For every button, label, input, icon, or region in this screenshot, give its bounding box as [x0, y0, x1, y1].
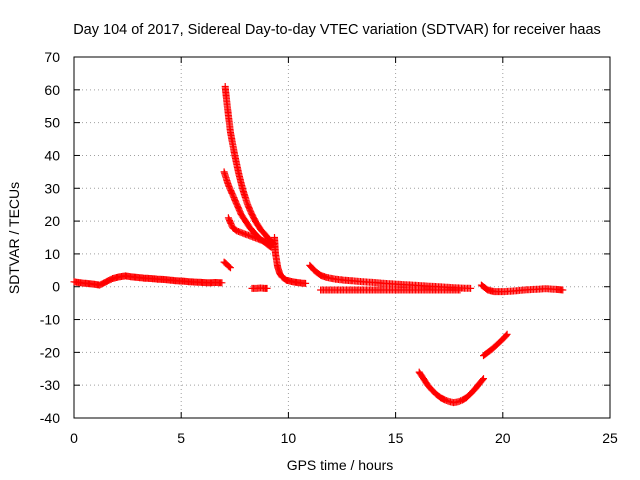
plus-point-marks [317, 286, 464, 294]
series-lower-band-11-18h [317, 286, 464, 294]
y-tick-label: 10 [44, 246, 60, 262]
plus-point-marks [224, 214, 271, 246]
series-u-curve [415, 368, 487, 407]
series-spike-mid [224, 214, 271, 246]
series-dip-8-9h [248, 284, 271, 292]
x-tick-label: 10 [281, 430, 297, 446]
x-axis-label: GPS time / hours [287, 457, 394, 473]
plus-point-marks [415, 368, 487, 407]
y-tick-label: 0 [52, 279, 60, 295]
axes [73, 56, 611, 419]
y-tick-label: -40 [40, 410, 60, 426]
plus-point-marks [220, 258, 234, 272]
series-drop-9-10h [271, 234, 310, 287]
plus-point-marks [70, 272, 226, 289]
series-rise-19-20h [480, 330, 511, 360]
y-tick-label: 40 [44, 147, 60, 163]
plus-point-marks [221, 83, 277, 248]
y-axis-ticks: -40 -30 -20 -10 0 10 20 30 40 50 60 70 [40, 49, 610, 426]
plus-point-marks [477, 281, 567, 296]
y-tick-label: 30 [44, 180, 60, 196]
series-spike-upper [221, 83, 277, 248]
series-short-7h [220, 258, 234, 272]
y-axis-label: SDTVAR / TECUs [6, 182, 22, 294]
y-tick-label: 50 [44, 115, 60, 131]
series-baseline-0-7h [70, 272, 226, 289]
plot-frame [73, 56, 611, 419]
plus-point-marks [480, 330, 511, 360]
data-marks [70, 83, 567, 407]
x-tick-label: 15 [388, 430, 404, 446]
grid [74, 57, 610, 418]
x-tick-label: 5 [177, 430, 185, 446]
chart-title: Day 104 of 2017, Sidereal Day-to-day VTE… [73, 22, 601, 38]
x-tick-label: 0 [70, 430, 78, 446]
y-tick-label: 60 [44, 82, 60, 98]
y-tick-label: -20 [40, 344, 60, 360]
plus-point-marks [248, 284, 271, 292]
plus-point-marks [271, 234, 310, 287]
y-tick-label: -10 [40, 312, 60, 328]
x-tick-label: 25 [602, 430, 618, 446]
x-axis-ticks: 0 5 10 15 20 25 [70, 57, 618, 446]
y-tick-label: 20 [44, 213, 60, 229]
series-tail-19-23h [477, 281, 567, 296]
y-tick-label: -30 [40, 377, 60, 393]
x-tick-label: 20 [495, 430, 511, 446]
y-tick-label: 70 [44, 49, 60, 65]
